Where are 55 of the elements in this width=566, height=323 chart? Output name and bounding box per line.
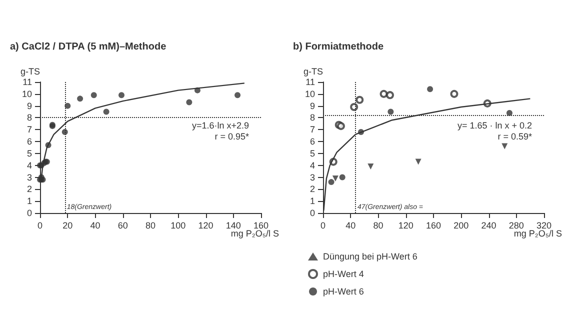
y-tick-label: 4	[310, 160, 315, 170]
y-tick-label: 11	[22, 77, 32, 87]
x-axis-title: mg P₂O₅/l S	[230, 228, 280, 238]
annotation: y= 1.65 · ln x + 0.2	[457, 120, 532, 130]
y-tick-label: 2	[310, 184, 315, 194]
x-tick-label: 120	[198, 220, 214, 230]
x-tick-label: 160	[426, 220, 442, 230]
legend-label: Düngung bei pH-Wert 6	[323, 252, 418, 262]
y-tick-label: 10	[304, 88, 315, 99]
y-tick-label: 6	[310, 136, 315, 147]
x-tick-label: 100	[170, 220, 186, 230]
y-axis-title: g-TS	[20, 66, 40, 76]
x-tick-label: 120	[398, 220, 414, 230]
chart-title: b) Formiatmethode	[293, 42, 384, 52]
x-tick-label: 280	[508, 220, 524, 230]
x-tick-label: 0	[37, 220, 43, 230]
annotation: y=1.6·ln x+2.9	[192, 120, 250, 130]
y-tick-label: 9	[26, 100, 32, 111]
y-tick-label: 10	[22, 88, 32, 99]
legend-label: pH-Wert 6	[323, 286, 364, 296]
annotation: r = 0.95*	[214, 132, 250, 142]
y-tick-label: 0	[26, 208, 32, 218]
y-tick-label: 2	[26, 184, 32, 194]
y-tick-label: 8	[310, 112, 315, 123]
y-tick-label: 9	[310, 100, 315, 111]
x-tick-label: 20	[62, 220, 73, 230]
x-tick-label: 80	[145, 220, 156, 230]
chart-title: a) CaCl2 / DTPA (5 mM)–Methode	[10, 42, 167, 52]
y-tick-label: 0	[310, 208, 315, 218]
y-tick-label: 1	[310, 196, 315, 206]
x-tick-label: 80	[373, 220, 384, 230]
legend-label: pH-Wert 4	[323, 269, 364, 279]
x-tick-label: 140	[226, 220, 241, 230]
y-axis-title: g-TS	[303, 66, 323, 76]
x-tick-label: 60	[118, 220, 128, 230]
x-tick-label: 160	[253, 220, 269, 230]
x-tick-label: 200	[454, 220, 469, 230]
x-tick-label: 320	[536, 220, 552, 230]
y-tick-label: 7	[26, 124, 32, 135]
x-tick-label: 40	[90, 220, 100, 230]
y-tick-label: 11	[306, 77, 315, 87]
y-tick-label: 6	[26, 136, 32, 147]
y-tick-label: 5	[26, 148, 32, 158]
y-tick-label: 3	[310, 172, 315, 182]
x-tick-label: 0	[320, 220, 326, 230]
y-tick-label: 1	[26, 196, 32, 206]
y-tick-label: 7	[310, 124, 315, 135]
x-axis-title: mg P₂O₅/l S	[514, 228, 562, 238]
y-tick-label: 5	[310, 148, 315, 158]
annotation: r = 0.59*	[498, 132, 532, 142]
x-tick-label: 40	[346, 220, 356, 230]
y-tick-label: 4	[26, 160, 32, 170]
x-tick-label: 240	[481, 220, 496, 230]
y-tick-label: 3	[26, 172, 32, 182]
y-tick-label: 8	[26, 112, 32, 123]
